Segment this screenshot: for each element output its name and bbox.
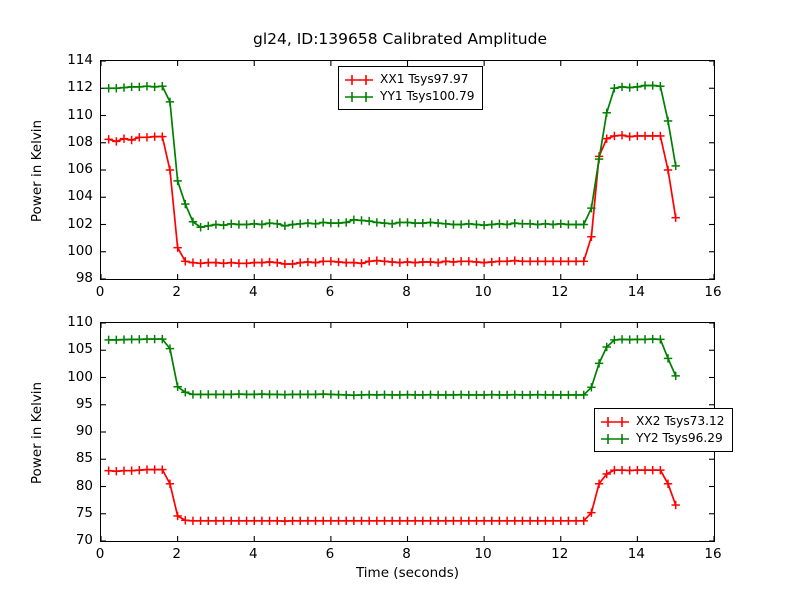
- legend-marker-yy1-icon: [345, 91, 373, 102]
- top-plot-curves: [101, 61, 714, 279]
- legend-label-xx2: XX2 Tsys73.12: [636, 414, 725, 428]
- legend-label-yy1: YY1 Tsys100.79: [380, 89, 475, 103]
- legend-item: YY1 Tsys100.79: [344, 88, 475, 105]
- x-tick-label: 12: [551, 546, 569, 562]
- series-markers: [104, 465, 680, 526]
- x-tick-label: 10: [474, 284, 492, 300]
- y-tick-label: 105: [67, 341, 93, 358]
- legend-marker-xx2-icon: [601, 416, 629, 427]
- legend-item: XX2 Tsys73.12: [600, 413, 725, 430]
- x-tick-label: 8: [402, 546, 411, 562]
- y-tick-label: 108: [67, 133, 93, 150]
- x-tick-label: 4: [248, 284, 258, 300]
- x-tick-label: 2: [172, 546, 181, 562]
- legend-item: XX1 Tsys97.97: [344, 71, 475, 88]
- y-tick-label: 106: [67, 161, 93, 177]
- x-tick-label: 16: [704, 546, 722, 562]
- legend-item: YY2 Tsys96.29: [600, 430, 725, 447]
- y-tick-label: 90: [75, 423, 93, 439]
- x-tick-label: 6: [325, 284, 335, 300]
- x-tick-label: 8: [402, 284, 411, 300]
- top-legend[interactable]: XX1 Tsys97.97 YY1 Tsys100.79: [338, 66, 483, 110]
- x-tick-label: 14: [627, 284, 645, 300]
- y-tick-label: 75: [75, 504, 93, 521]
- y-tick-label: 80: [75, 477, 93, 494]
- y-tick-label: 112: [67, 79, 93, 96]
- x-tick-label: 2: [172, 284, 181, 300]
- x-tick-label: 10: [474, 546, 492, 562]
- series-line: [108, 134, 677, 265]
- y-tick-label: 98: [75, 270, 93, 286]
- y-tick-label: 70: [75, 532, 93, 548]
- bottom-x-axis-label: Time (seconds): [355, 565, 460, 581]
- bottom-legend[interactable]: XX2 Tsys73.12 YY2 Tsys96.29: [594, 408, 733, 452]
- x-tick-label: 6: [325, 546, 335, 562]
- series-markers: [104, 131, 680, 269]
- y-tick-label: 85: [75, 450, 93, 467]
- y-tick-label: 110: [67, 314, 93, 330]
- x-tick-label: 0: [95, 546, 105, 562]
- x-tick-label: 14: [627, 546, 645, 562]
- page-title: gl24, ID:139658 Calibrated Amplitude: [252, 30, 547, 48]
- bottom-plot-curves: [101, 323, 714, 541]
- x-tick-label: 4: [248, 546, 258, 562]
- y-tick-label: 102: [67, 215, 93, 232]
- y-tick-label: 100: [67, 368, 93, 385]
- x-tick-label: 12: [551, 284, 569, 300]
- legend-marker-xx1-icon: [345, 74, 373, 85]
- y-tick-label: 104: [67, 188, 93, 205]
- legend-label-xx1: XX1 Tsys97.97: [380, 72, 469, 86]
- y-tick-label: 110: [67, 106, 93, 123]
- legend-marker-yy2-icon: [601, 433, 629, 444]
- y-tick-label: 114: [67, 52, 93, 68]
- legend-label-yy2: YY2 Tsys96.29: [636, 431, 723, 445]
- y-tick-label: 95: [75, 395, 93, 412]
- x-tick-label: 16: [704, 284, 722, 300]
- x-tick-label: 0: [95, 284, 105, 300]
- series-markers: [104, 81, 680, 232]
- y-tick-label: 100: [67, 242, 93, 259]
- series-markers: [104, 334, 680, 400]
